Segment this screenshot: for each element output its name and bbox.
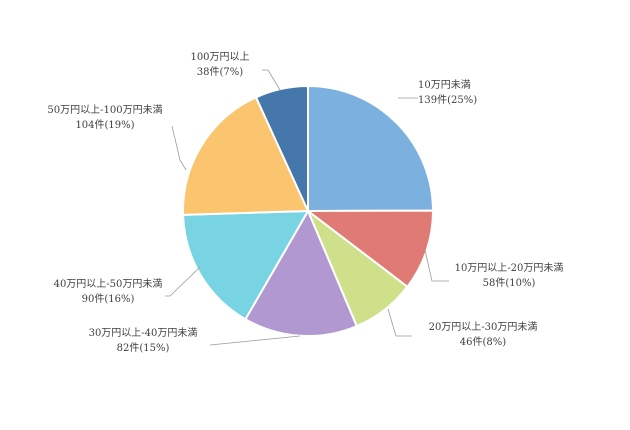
slice-category-label: 10万円以上-20万円未満	[455, 262, 564, 274]
slice-label: 40万円以上-50万円未満 90件(16%)	[54, 278, 163, 305]
pie-slice	[305, 209, 435, 289]
slice-value-label: 46件(8%)	[460, 336, 506, 348]
pie-slice	[254, 84, 309, 212]
slice-category-label: 30万円以上-40万円未満	[89, 327, 198, 339]
slice-value-label: 104件(19%)	[75, 119, 134, 131]
leader-line	[262, 69, 281, 91]
slice-value-label: 90件(16%)	[82, 293, 135, 305]
slice-value-label: 82件(15%)	[117, 342, 170, 354]
slice-value-label: 139件(25%)	[418, 94, 477, 106]
slice-category-label: 20万円以上-30万円未満	[429, 321, 538, 333]
leader-line	[209, 335, 301, 346]
slice-label: 20万円以上-30万円未満 46件(8%)	[429, 321, 538, 348]
pie-slice	[182, 95, 310, 216]
slice-category-label: 50万円以上-100万円未満	[47, 104, 162, 116]
pie-slice	[182, 209, 310, 321]
slice-label: 50万円以上-100万円未満 104件(19%)	[47, 104, 162, 131]
slice-category-label: 10万円未満	[418, 79, 471, 91]
slice-label: 30万円以上-40万円未満 82件(15%)	[89, 327, 198, 354]
leader-line	[387, 308, 412, 337]
slice-value-label: 38件(7%)	[197, 66, 243, 78]
pie-slice	[244, 208, 359, 337]
slice-label: 10万円未満 139件(25%)	[418, 79, 477, 106]
slice-value-label: 58件(10%)	[483, 277, 536, 289]
slice-category-label: 100万円以上	[190, 51, 249, 63]
slice-label: 10万円以上-20万円未満 58件(10%)	[455, 262, 564, 289]
slice-label: 100万円以上 38件(7%)	[190, 51, 249, 78]
leader-line	[165, 266, 201, 297]
pie-slice	[307, 84, 435, 213]
slice-category-label: 40万円以上-50万円未満	[54, 278, 163, 290]
leader-line	[424, 249, 449, 282]
leader-line	[171, 125, 187, 171]
